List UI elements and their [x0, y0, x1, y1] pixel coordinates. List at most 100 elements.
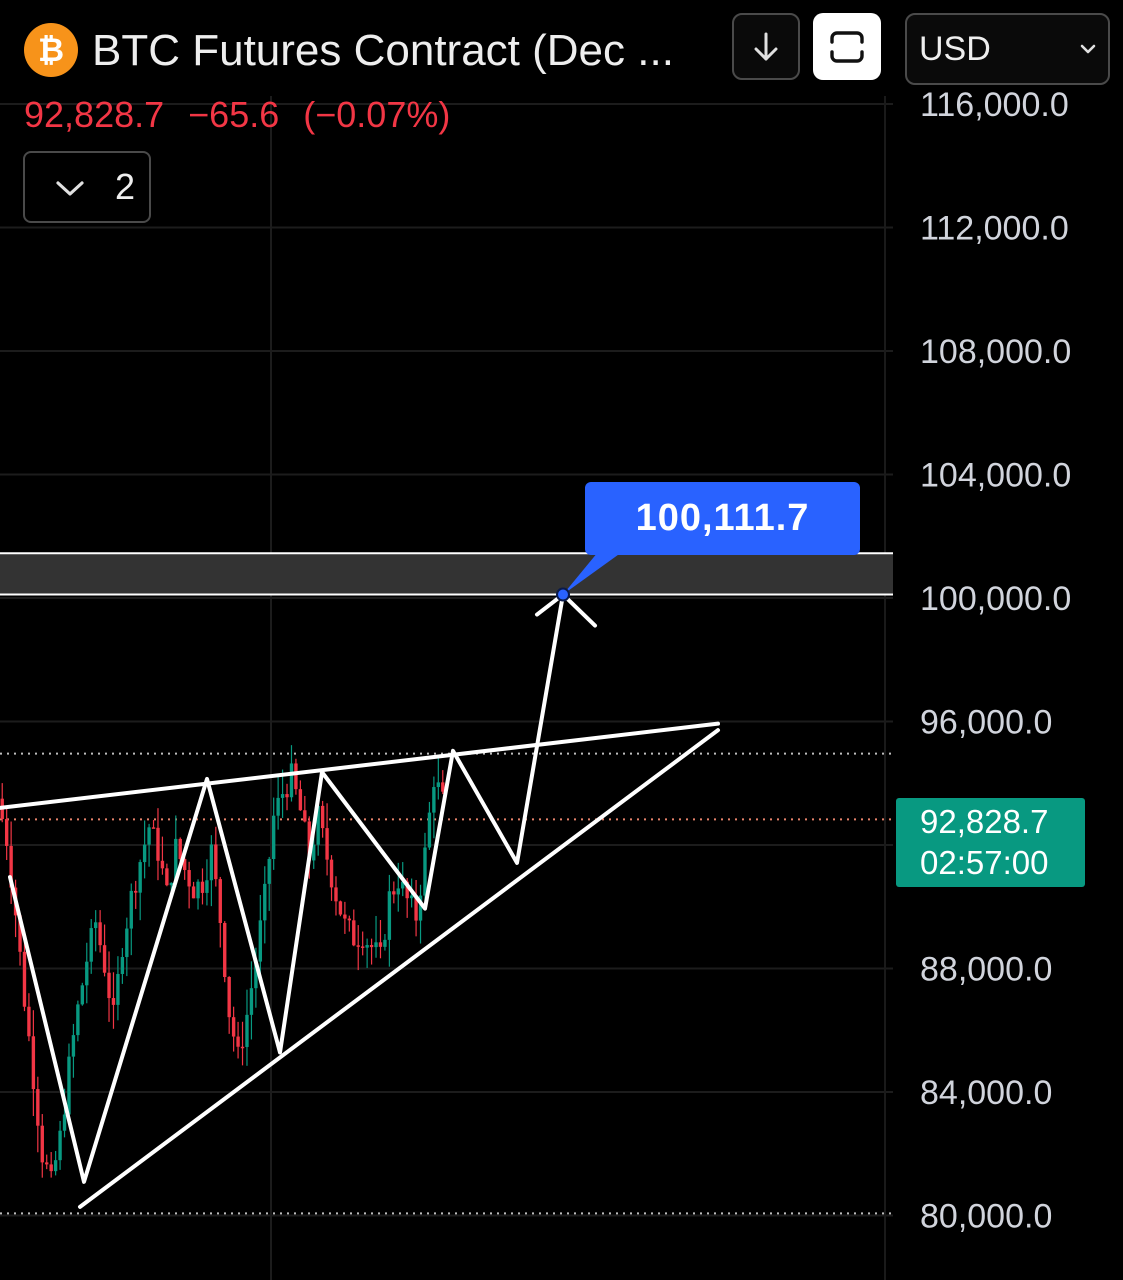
candle-up [196, 881, 200, 899]
candle-down [405, 881, 409, 899]
candle-down [369, 945, 374, 948]
price-axis-label: 104,000.0 [920, 457, 1071, 495]
candle-up [169, 882, 174, 886]
candle-down [352, 920, 356, 946]
candle-down [343, 914, 347, 919]
chevron-down-icon [1080, 44, 1096, 54]
price-axis-label: 96,000.0 [920, 704, 1052, 742]
candle-down [187, 870, 191, 887]
svg-text:₿: ₿ [38, 31, 64, 69]
candle-down [9, 845, 13, 888]
candle-up [427, 812, 432, 848]
candle-down [27, 1006, 31, 1037]
candle-up [316, 805, 320, 845]
candle-down [18, 915, 22, 952]
candle-down [156, 827, 160, 861]
target-price-label[interactable]: 100,111.7 [585, 482, 860, 555]
last-price-badge: 92,828.7 02:57:00 [896, 798, 1085, 887]
candle-up [271, 815, 276, 860]
price-axis-label: 80,000.0 [920, 1198, 1052, 1236]
candle-down [214, 844, 218, 880]
candle-down [31, 1036, 36, 1090]
bar-countdown: 02:57:00 [920, 844, 1049, 881]
price-axis-label: 84,000.0 [920, 1074, 1052, 1112]
price-axis-label: 88,000.0 [920, 951, 1052, 989]
target-anchor-point [556, 587, 570, 602]
candle-up [396, 888, 400, 895]
quote-line: 92,828.7 −65.6 (−0.07%) [24, 92, 464, 138]
price-axis-label: 116,000.0 [920, 86, 1069, 124]
candle-up [53, 1160, 58, 1172]
projection-path [8, 592, 565, 1184]
candlestick-series [0, 745, 445, 1178]
indicators-toggle-button[interactable]: 2 [23, 151, 151, 223]
candle-down [200, 881, 205, 893]
price-axis-label: 112,000.0 [920, 210, 1069, 248]
candle-down [102, 945, 107, 973]
download-arrow-icon [754, 32, 778, 60]
candle-down [4, 819, 9, 846]
download-button[interactable] [732, 13, 800, 80]
candle-up [383, 939, 387, 947]
price-change: −65.6 [188, 94, 280, 135]
candle-up [245, 1014, 249, 1047]
trend-drawings[interactable] [0, 552, 720, 1209]
candle-up [71, 1035, 76, 1057]
price-axis-label: 108,000.0 [920, 333, 1071, 371]
symbol-title[interactable]: BTC Futures Contract (Dec ... [92, 26, 674, 75]
price-axis[interactable]: 80,000.0 84,000.0 88,000.0 96,000.0 100,000.… [920, 86, 1071, 1236]
bitcoin-icon: ₿ [24, 23, 78, 77]
candle-up [387, 891, 392, 940]
candle-up [365, 945, 369, 948]
chart-header: ₿ BTC Futures Contract (Dec ... USD [0, 0, 1123, 96]
target-label-pointer [563, 552, 622, 595]
candle-up [312, 844, 316, 861]
candle-down [182, 859, 187, 871]
price-axis-label: 100,000.0 [920, 580, 1071, 618]
candle-up [93, 922, 98, 929]
candle-up [249, 988, 254, 1015]
candle-down [98, 922, 102, 946]
candle-up [401, 881, 405, 889]
currency-select[interactable]: USD [905, 13, 1110, 85]
candle-down [392, 891, 396, 895]
candle-down [231, 1017, 236, 1037]
candle-up [263, 883, 267, 921]
candle-down [298, 789, 303, 811]
candle-up [67, 1056, 71, 1115]
candle-up [432, 787, 436, 813]
currency-value: USD [919, 30, 991, 68]
fullscreen-button[interactable] [813, 13, 881, 80]
candle-up [205, 880, 209, 893]
candle-up [116, 973, 120, 1005]
candle-down [294, 763, 298, 790]
candle-up [85, 961, 89, 986]
candle-down [151, 827, 156, 829]
candle-down [320, 805, 325, 829]
candle-down [191, 886, 196, 899]
candle-down [356, 945, 360, 947]
fullscreen-icon [830, 30, 864, 63]
candle-up [89, 928, 93, 962]
candle-down [40, 1125, 44, 1163]
candle-down [223, 923, 227, 978]
candle-down [307, 821, 311, 861]
candle-up [280, 794, 285, 798]
candle-up [80, 985, 85, 1005]
price-change-percent: (−0.07%) [303, 94, 451, 135]
candle-down [111, 998, 116, 1005]
candle-down [45, 1162, 49, 1165]
candle-up [209, 844, 214, 881]
candle-down [360, 946, 365, 948]
candle-up [129, 890, 133, 929]
resistance-zone-fill [0, 553, 893, 595]
candle-down [347, 918, 352, 921]
candle-down [338, 901, 343, 915]
candle-up [142, 844, 147, 863]
resistance-zone [0, 552, 893, 596]
candle-up [138, 862, 142, 893]
candle-up [267, 859, 271, 884]
candle-down [160, 860, 165, 869]
candle-up [289, 763, 294, 798]
